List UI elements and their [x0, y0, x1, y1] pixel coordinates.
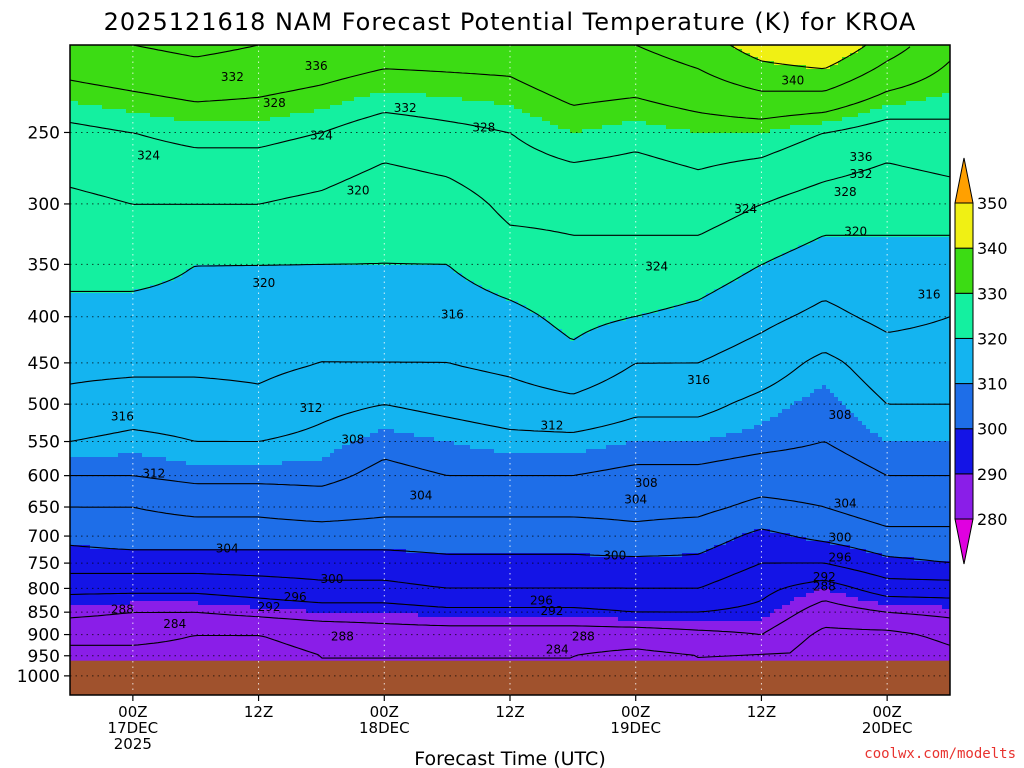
- colorbar-max-arrow: [955, 158, 973, 203]
- contour-label: 332: [221, 70, 244, 84]
- y-tick-label: 250: [28, 123, 60, 143]
- contour-label: 320: [844, 225, 867, 239]
- contour-label: 316: [918, 288, 941, 302]
- contour-label: 312: [299, 401, 322, 415]
- colorbar-segment-340: [955, 203, 973, 248]
- y-tick-label: 700: [28, 527, 60, 547]
- contour-label: 336: [305, 59, 328, 73]
- chart-canvas: 2025121618 NAM Forecast Potential Temper…: [0, 0, 1024, 768]
- contour-label: 316: [111, 410, 134, 424]
- y-tick-label: 850: [28, 603, 60, 623]
- colorbar-segment-330: [955, 248, 973, 293]
- y-tick-label: 400: [28, 308, 60, 328]
- colorbar-tick-label: 310: [977, 375, 1008, 394]
- contour-label: 296: [829, 550, 852, 564]
- x-tick-label: 12Z: [495, 703, 524, 721]
- y-tick-label: 450: [28, 354, 60, 374]
- colorbar-tick-label: 330: [977, 284, 1008, 303]
- credit-link[interactable]: coolwx.com/modelts: [864, 746, 1016, 762]
- y-axis: 250 300 350 400 450 500 550 600 650 700 750 800 850 9…: [17, 123, 70, 686]
- contour-label: 312: [142, 467, 165, 481]
- contour-label: 308: [341, 432, 364, 446]
- contour-label: 324: [137, 148, 160, 162]
- contour-label: 288: [813, 579, 836, 593]
- contour-label: 300: [603, 549, 626, 563]
- contour-label: 304: [834, 496, 857, 510]
- contour-label: 300: [829, 531, 852, 545]
- colorbar-tick-label: 290: [977, 465, 1008, 484]
- contour-label: 324: [310, 129, 333, 143]
- colorbar-segment-290: [955, 429, 973, 474]
- contour-label: 336: [849, 150, 872, 164]
- y-tick-label: 550: [28, 433, 60, 453]
- x-tick-label: 12Z: [747, 703, 776, 721]
- colorbar-segment-310: [955, 338, 973, 383]
- contour-label: 304: [409, 488, 432, 502]
- y-tick-label: 950: [28, 647, 60, 667]
- contour-label: 308: [635, 476, 658, 490]
- y-tick-label: 300: [28, 195, 60, 215]
- y-tick-label: 500: [28, 395, 60, 415]
- contour-label: 312: [540, 419, 563, 433]
- contour-label: 284: [546, 643, 569, 657]
- chart-title: 2025121618 NAM Forecast Potential Temper…: [104, 8, 917, 36]
- x-tick-label: 20DEC: [862, 719, 913, 737]
- contour-label: 292: [540, 604, 563, 618]
- contour-label: 332: [849, 167, 872, 181]
- contour-label: 324: [645, 260, 668, 274]
- colorbar-tick-label: 320: [977, 329, 1008, 348]
- y-tick-label: 800: [28, 579, 60, 599]
- y-tick-label: 650: [28, 498, 60, 518]
- contour-label: 288: [111, 602, 134, 616]
- contour-label: 304: [624, 493, 647, 507]
- colorbar-tick-label: 350: [977, 194, 1008, 213]
- x-tick-label: 2025: [114, 735, 152, 753]
- colorbar-legend: 280 290 300 310 320 330 340 350: [955, 158, 1008, 564]
- colorbar-tick-label: 300: [977, 420, 1008, 439]
- contour-label: 320: [252, 276, 275, 290]
- colorbar-tick-label: 340: [977, 239, 1008, 258]
- colorbar-segment-300: [955, 384, 973, 429]
- contour-label: 288: [331, 630, 354, 644]
- theta-field: [70, 45, 951, 698]
- contour-label: 324: [734, 202, 757, 216]
- colorbar-tick-label: 280: [977, 510, 1008, 529]
- y-tick-label: 750: [28, 554, 60, 574]
- x-axis-label: Forecast Time (UTC): [414, 748, 605, 768]
- contour-label: 296: [284, 590, 307, 604]
- contour-label: 308: [829, 408, 852, 422]
- contour-label: 284: [163, 617, 186, 631]
- contour-label: 332: [394, 101, 417, 115]
- colorbar-segment-280: [955, 474, 973, 519]
- contour-label: 304: [216, 542, 239, 556]
- contour-label: 328: [834, 185, 857, 199]
- y-tick-label: 1000: [17, 667, 60, 687]
- colorbar-min-arrow: [955, 519, 973, 564]
- x-tick-label: 12Z: [244, 703, 273, 721]
- contour-label: 300: [320, 572, 343, 586]
- contour-label: 320: [347, 184, 370, 198]
- colorbar-segment-320: [955, 293, 973, 338]
- contour-label: 340: [781, 74, 804, 88]
- contour-label: 328: [263, 96, 286, 110]
- x-tick-label: 18DEC: [359, 719, 410, 737]
- contour-label: 316: [687, 373, 710, 387]
- y-tick-label: 600: [28, 467, 60, 487]
- contour-label: 288: [572, 630, 595, 644]
- x-tick-label: 19DEC: [610, 719, 661, 737]
- y-tick-label: 900: [28, 626, 60, 646]
- contour-label: 316: [441, 308, 464, 322]
- y-tick-label: 350: [28, 255, 60, 275]
